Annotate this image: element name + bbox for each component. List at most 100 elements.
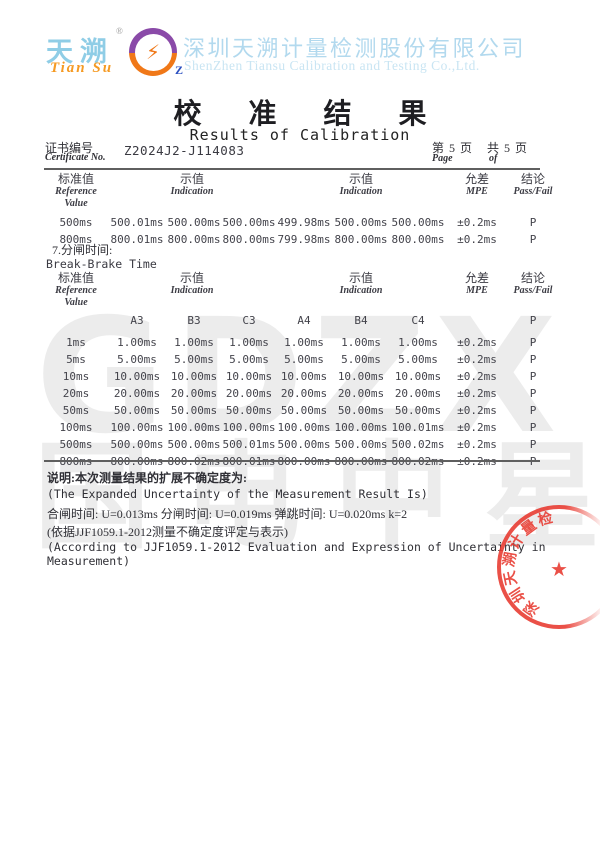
indication-label-cn: 示值 (348, 271, 373, 285)
indication-label-cn: 示值 (179, 172, 204, 186)
subheader-cell-a4: A4 (297, 313, 311, 327)
mpe-label-cn: 允差 (464, 271, 489, 285)
table-cell: 100.00ms (110, 420, 164, 434)
table-cell: 50.00ms (394, 403, 442, 417)
table-cell: 500.02ms (391, 437, 445, 451)
table-cell: 50.00ms (170, 403, 218, 417)
page-number-cn: 第 5 页 (432, 141, 474, 155)
table-body: 500ms 500.01ms 500.00ms 500.00ms 499.98ms 500… (44, 214, 558, 248)
page-title-english: Results of Calibration (189, 126, 411, 144)
col-indication1-header: 示值 Indication (108, 172, 276, 209)
indication-label-en: Indication (339, 285, 383, 297)
table-cell: ±0.2ms (457, 352, 497, 366)
subheader-cell (44, 312, 108, 329)
company-name-english: ShenZhen Tiansu Calibration and Testing … (184, 58, 480, 73)
table-row: 50ms 50.00ms 50.00ms 50.00ms 50.00ms 50.00ms 5… (44, 402, 558, 419)
horizontal-rule-bottom (44, 460, 540, 462)
table-cell: 50.00ms (225, 403, 273, 417)
table-cell: 500ms (59, 437, 93, 451)
table-cell: 20.00ms (394, 386, 442, 400)
table-cell: 50.00ms (337, 403, 385, 417)
table-body: 1ms 1.00ms 1.00ms 1.00ms 1.00ms 1.00ms 1.00ms ±… (44, 334, 558, 470)
uncertainty-note-cn: 说明:本次测量结果的扩展不确定度为: (47, 471, 247, 485)
ref-label-en2: Value (64, 197, 88, 209)
ref-label-cn: 标准值 (57, 271, 94, 285)
table-cell: P (529, 403, 537, 417)
table-cell: 800.01ms (110, 232, 164, 246)
reference-standard-cn: (依据JJF1059.1-2012测量不确定度评定与表示) (47, 525, 289, 539)
table-cell: 500.01ms (110, 215, 164, 229)
star-icon: ★ (550, 559, 568, 581)
col-indication1-header: 示值 Indication (108, 271, 276, 308)
table-cell: 50.00ms (280, 403, 328, 417)
company-seal-stamp: 深圳天溯计量检测股份有限公司 ★ (489, 497, 600, 629)
table-cell: 499.98ms (277, 215, 331, 229)
table-cell: 10.00ms (170, 369, 218, 383)
table-cell: 100.00ms (334, 420, 388, 434)
table-cell: 10.00ms (394, 369, 442, 383)
table-cell: 100.01ms (391, 420, 445, 434)
table-cell: P (529, 437, 537, 451)
pass-label-cn: 结论 (520, 271, 545, 285)
indication-label-en: Indication (170, 186, 214, 198)
col-reference-header: 标准值 Reference Value (44, 271, 108, 308)
badge-letter-z: Z (174, 63, 183, 77)
table-cell: 20.00ms (280, 386, 328, 400)
page-title-chinese: 校 准 结 果 (173, 99, 447, 130)
ref-label-en1: Reference (55, 285, 97, 297)
table-cell: 800.00ms (391, 232, 445, 246)
mpe-label-en: MPE (466, 285, 488, 297)
ref-label-cn: 标准值 (57, 172, 94, 186)
col-pass-header: 结论 Pass/Fail (508, 271, 558, 308)
subheader-cell (446, 312, 508, 329)
table-cell: ±0.2ms (457, 386, 497, 400)
table-cell: 50ms (62, 403, 90, 417)
closing-time-table: 标准值 Reference Value 示值 Indication 示值 Ind… (44, 172, 558, 248)
table-cell: 50.00ms (113, 403, 161, 417)
ref-label-en1: Reference (55, 186, 97, 198)
subheader-cell-a3: A3 (130, 313, 144, 327)
table-cell: 1.00ms (398, 335, 438, 349)
break-brake-time-table: 标准值 Reference Value 示值 Indication 示值 Ind… (44, 271, 558, 470)
table-row: 100ms 100.00ms 100.00ms 100.00ms 100.00ms 100… (44, 419, 558, 436)
table-cell: 5.00ms (117, 352, 157, 366)
certificate-no-label-en: Certificate No. (45, 152, 106, 163)
table-row: 20ms 20.00ms 20.00ms 20.00ms 20.00ms 20.00ms 2… (44, 385, 558, 402)
table-cell: 1ms (66, 335, 86, 349)
mpe-label-cn: 允差 (464, 172, 489, 186)
table-cell: 10.00ms (280, 369, 328, 383)
reference-standard-en: (According to JJF1059.1-2012 Evaluation … (47, 540, 546, 568)
table-cell: P (529, 420, 537, 434)
phase-subheader-row: A3 B3 C3 A4 B4 C4 P (44, 312, 558, 329)
table-cell: 500.00ms (334, 437, 388, 451)
table-cell: 10ms (62, 369, 90, 383)
table-row: 10ms 10.00ms 10.00ms 10.00ms 10.00ms 10.00ms 1… (44, 368, 558, 385)
subheader-cell-pass: P (529, 313, 537, 327)
table-row: 5ms 5.00ms 5.00ms 5.00ms 5.00ms 5.00ms 5.00ms ±… (44, 351, 558, 368)
mpe-label-en: MPE (466, 186, 488, 198)
table-row: 500ms 500.00ms 500.00ms 500.01ms 500.00ms 500… (44, 436, 558, 453)
table-cell: 5.00ms (174, 352, 214, 366)
col-mpe-header: 允差 MPE (446, 271, 508, 308)
table-cell: 500.00ms (277, 437, 331, 451)
registered-trademark-icon: ® (116, 26, 123, 36)
table-cell: P (529, 232, 537, 246)
table-row: 800ms 800.01ms 800.00ms 800.00ms 799.98ms 800… (44, 231, 558, 248)
table-cell: 500.00ms (222, 215, 276, 229)
table-row: 500ms 500.01ms 500.00ms 500.00ms 499.98ms 500… (44, 214, 558, 231)
subheader-cell-c4: C4 (411, 313, 425, 327)
table-cell: P (529, 386, 537, 400)
logo-brand-english: Tian Su (50, 60, 114, 76)
table-cell: 500.00ms (167, 437, 221, 451)
table-cell: 1.00ms (284, 335, 324, 349)
table-cell: 10.00ms (337, 369, 385, 383)
table-cell: 5.00ms (284, 352, 324, 366)
subheader-cell-b4: B4 (354, 313, 368, 327)
table-cell: 5.00ms (398, 352, 438, 366)
table-cell: 100.00ms (277, 420, 331, 434)
indication-label-en: Indication (339, 186, 383, 198)
page-total-en: of (489, 153, 498, 164)
company-name-chinese: 深圳天溯计量检测股份有限公司 (183, 36, 527, 61)
pass-label-en: Pass/Fail (513, 186, 553, 198)
page-number-en: Page (432, 153, 453, 164)
